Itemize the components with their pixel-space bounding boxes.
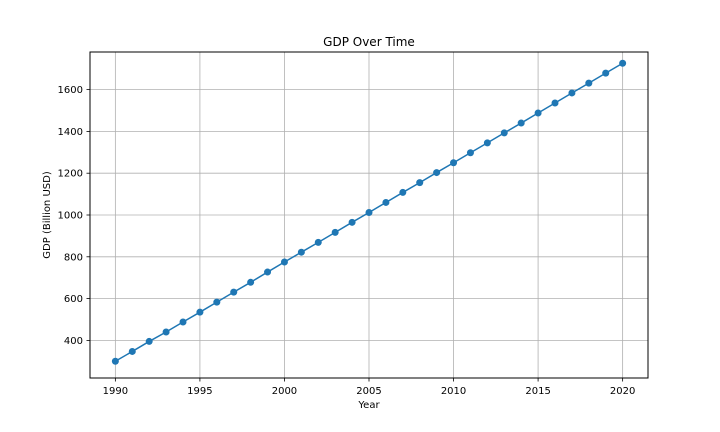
data-point [500, 129, 508, 137]
data-point [280, 258, 288, 266]
x-tick-label: 2020 [610, 386, 635, 397]
y-axis-ticks: 400 600 800 1000 1200 1400 1600 [58, 85, 90, 347]
y-tick-label: 800 [64, 252, 83, 263]
grid-layer [90, 52, 648, 378]
data-point [416, 179, 424, 187]
x-tick-label: 1995 [187, 386, 212, 397]
data-point [213, 298, 221, 306]
y-tick-label: 1000 [58, 211, 83, 222]
x-tick-label: 1990 [103, 386, 128, 397]
data-point [568, 89, 576, 97]
data-point [264, 268, 272, 276]
x-tick-label: 2010 [441, 386, 466, 397]
y-tick-label: 1200 [58, 169, 83, 180]
data-point [297, 248, 305, 256]
data-point [551, 99, 559, 107]
x-tick-label: 2005 [356, 386, 381, 397]
data-point [450, 159, 458, 167]
data-point [365, 208, 373, 216]
x-axis-label: Year [357, 400, 380, 411]
data-point [162, 328, 170, 336]
y-tick-label: 1600 [58, 85, 83, 96]
data-point [517, 119, 525, 127]
y-tick-label: 1400 [58, 127, 83, 138]
data-point [196, 308, 204, 316]
series-layer [111, 59, 627, 365]
data-point [128, 347, 136, 355]
data-point [585, 79, 593, 87]
data-point [111, 357, 119, 365]
data-point [534, 109, 542, 117]
x-axis-ticks: 1990 1995 2000 2005 2010 2015 2020 [103, 378, 635, 397]
data-point [331, 228, 339, 236]
data-point [619, 59, 627, 67]
x-tick-label: 2015 [525, 386, 550, 397]
chart-title: GDP Over Time [323, 35, 415, 49]
data-point [399, 188, 407, 196]
data-point [145, 337, 153, 345]
data-point [433, 169, 441, 177]
data-point [179, 318, 187, 326]
data-point [382, 198, 390, 206]
y-tick-label: 400 [64, 336, 83, 347]
y-tick-label: 600 [64, 294, 83, 305]
data-point [348, 218, 356, 226]
data-point [247, 278, 255, 286]
data-point [483, 139, 491, 147]
data-point [314, 238, 322, 246]
y-axis-label: GDP (Billion USD) [42, 171, 53, 259]
data-point [602, 69, 610, 77]
data-point [466, 149, 474, 157]
x-tick-label: 2000 [272, 386, 297, 397]
data-point [230, 288, 238, 296]
